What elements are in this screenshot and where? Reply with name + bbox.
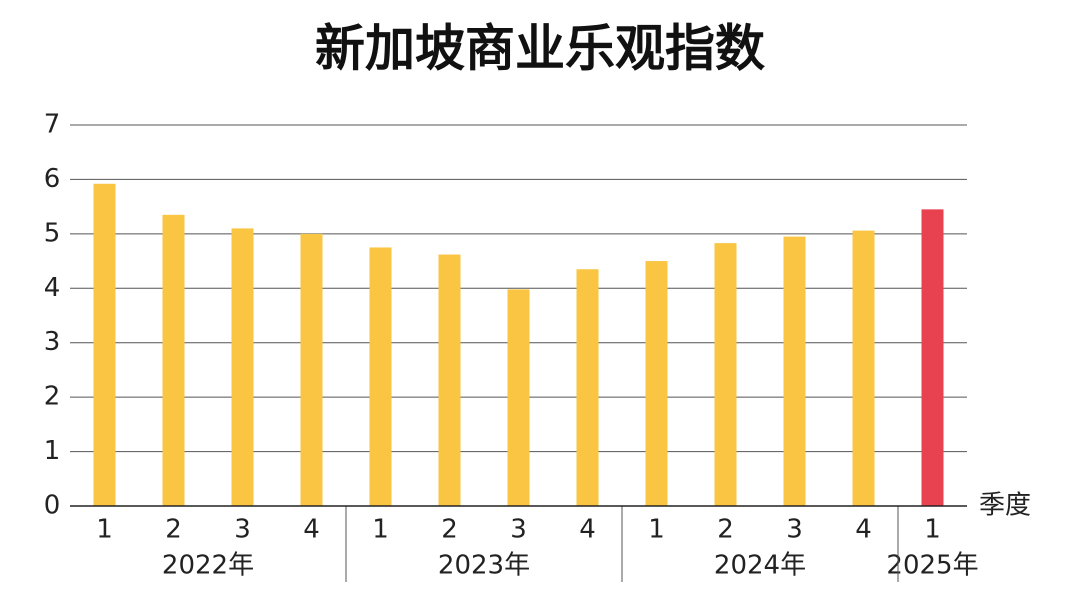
y-tick-label: 6 [44, 164, 61, 194]
y-tick-label: 5 [44, 218, 61, 248]
y-tick-label: 2 [44, 382, 61, 412]
bar [852, 230, 875, 506]
y-tick-label: 3 [44, 327, 61, 357]
group-label: 2024年 [714, 551, 806, 581]
group-label: 2025年 [886, 551, 978, 581]
bar [645, 261, 668, 506]
x-tick-label: 3 [786, 515, 803, 545]
group-label: 2023年 [438, 551, 530, 581]
x-tick-label: 4 [855, 515, 872, 545]
x-tick-label: 2 [441, 515, 458, 545]
x-tick-label: 1 [924, 515, 941, 545]
x-tick-label: 4 [303, 515, 320, 545]
x-axis-label: 季度 [979, 491, 1031, 521]
x-tick-label: 2 [165, 515, 182, 545]
bar [438, 254, 461, 506]
bar [93, 183, 116, 507]
bar [576, 269, 599, 506]
x-tick-label: 2 [717, 515, 734, 545]
group-label: 2022年 [162, 551, 254, 581]
chart-title: 新加坡商业乐观指数 [315, 20, 765, 78]
x-tick-label: 4 [579, 515, 596, 545]
y-tick-label: 1 [44, 436, 61, 466]
x-tick-label: 3 [234, 515, 251, 545]
bar [300, 233, 323, 506]
bar [714, 243, 737, 507]
bar [162, 214, 185, 507]
bar [369, 247, 392, 506]
bar [783, 236, 806, 507]
y-tick-label: 0 [44, 491, 61, 521]
bar [921, 209, 944, 506]
x-tick-label: 3 [510, 515, 527, 545]
x-tick-label: 1 [648, 515, 665, 545]
bar [231, 228, 254, 506]
y-tick-label: 4 [44, 273, 61, 303]
x-tick-label: 1 [96, 515, 113, 545]
x-tick-label: 1 [372, 515, 389, 545]
bar [507, 289, 530, 506]
y-tick-label: 7 [44, 110, 61, 140]
